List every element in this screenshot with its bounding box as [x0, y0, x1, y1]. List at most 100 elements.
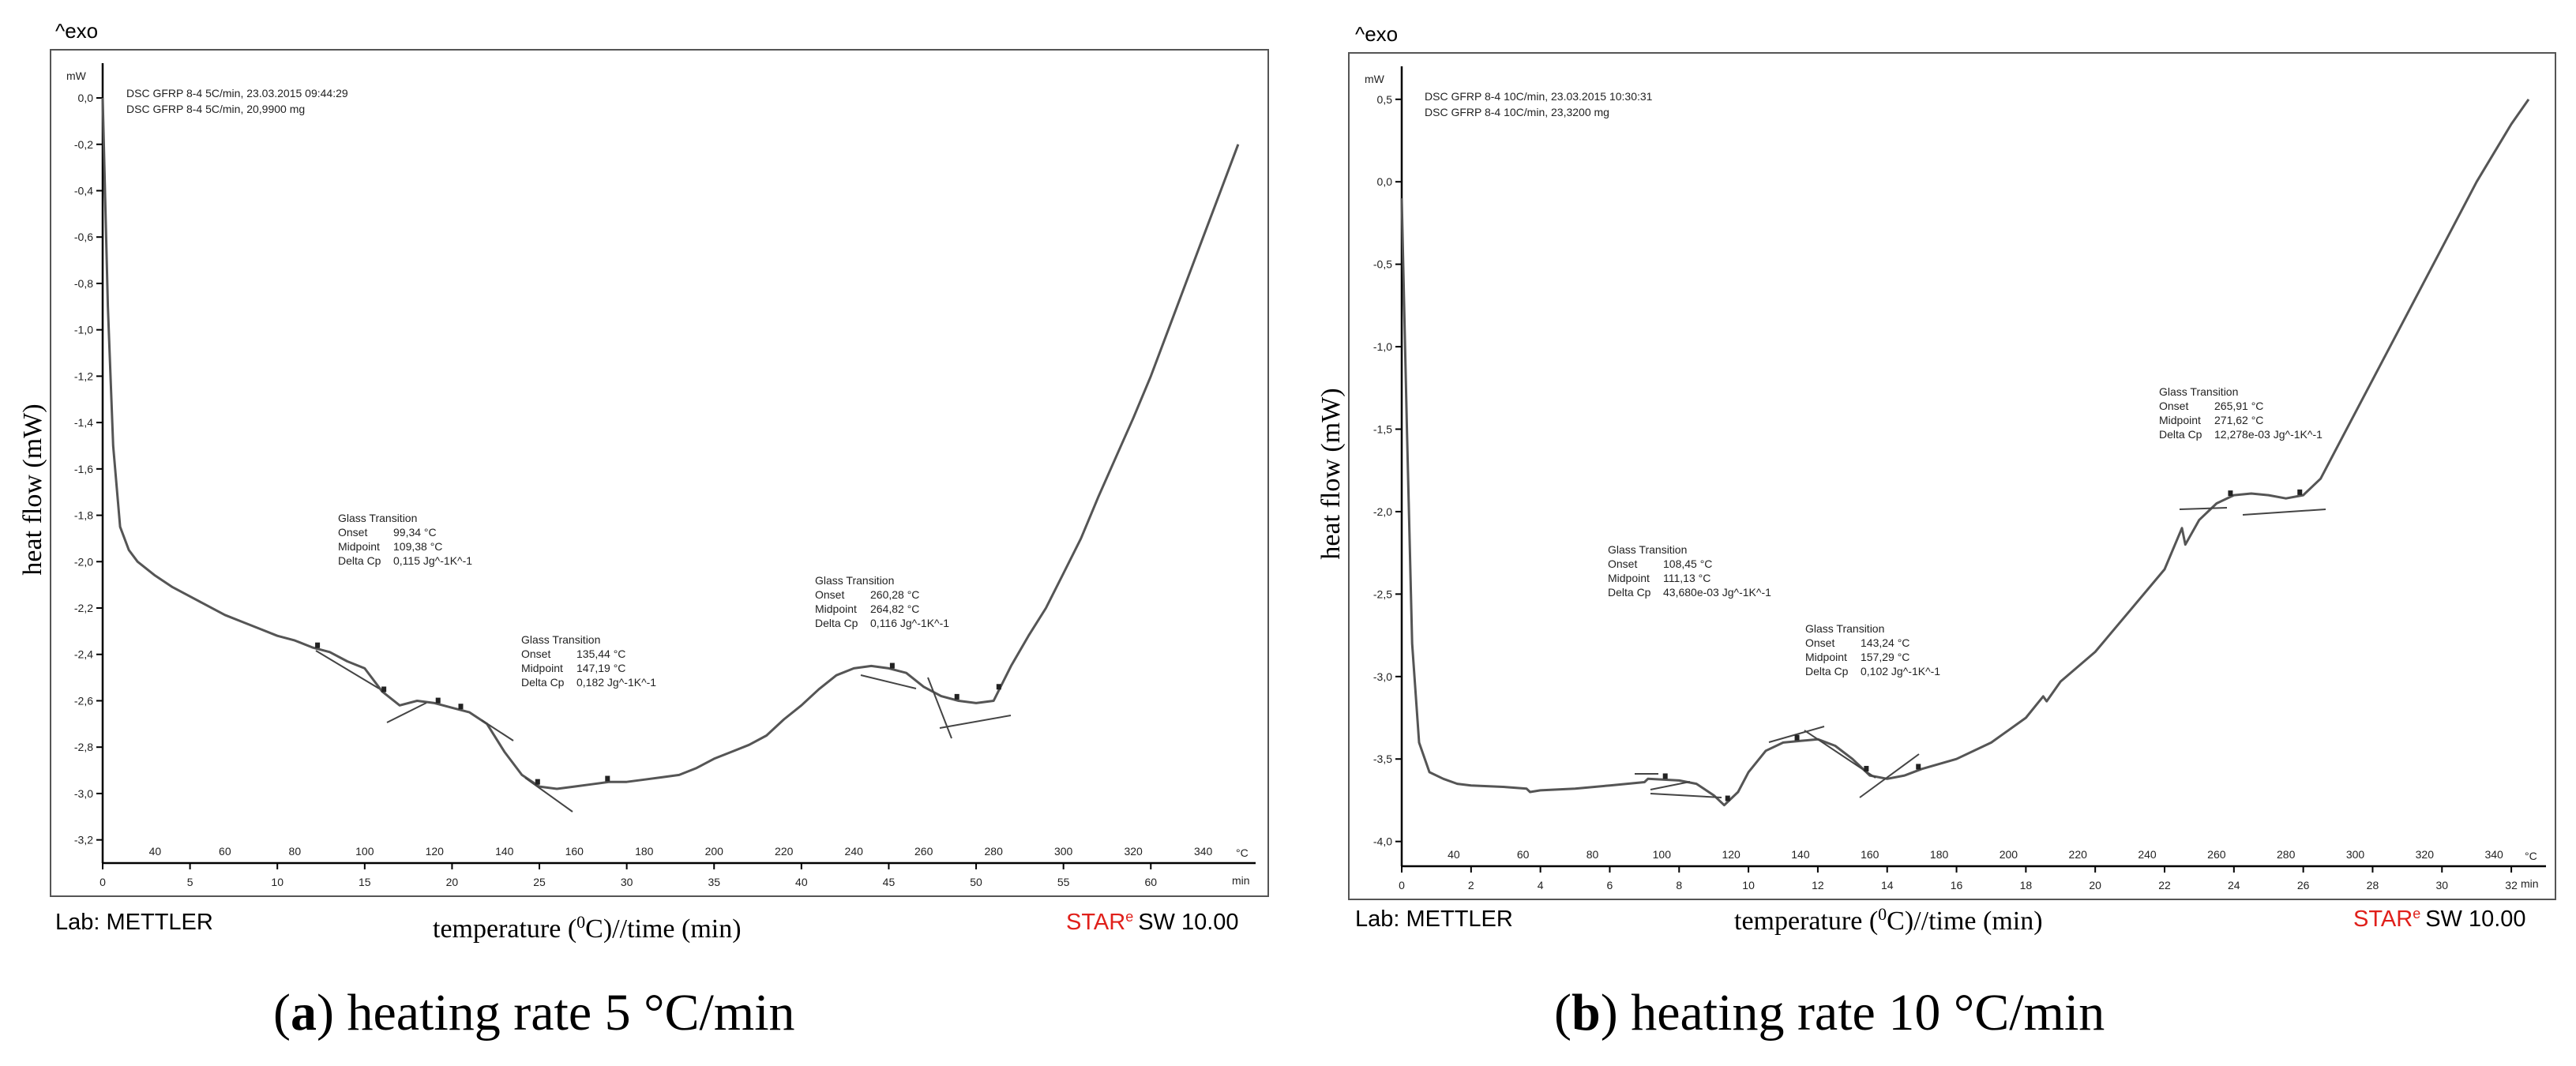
time-tick-label: 12	[1812, 879, 1824, 891]
header-line-2: DSC GFRP 8-4 5C/min, 20,9900 mg	[126, 103, 305, 115]
chart-panel-b: ^exo mW DSC GFRP 8-4 10C/min, 23.03.2015…	[1316, 22, 2556, 1042]
chart-panel-a: ^exo mW DSC GFRP 8-4 5C/min, 23.03.2015 …	[18, 19, 1269, 1042]
tangent-line	[2242, 509, 2326, 516]
temp-tick-label: 120	[426, 845, 445, 858]
onset-value: 260,28 °C	[870, 588, 919, 601]
temp-tick-label: 200	[705, 845, 724, 858]
heat-flow-curve	[1400, 98, 2530, 807]
temp-tick-label: 220	[2069, 848, 2088, 861]
y-tick-label: -1,8	[74, 509, 93, 522]
delta-cp-label: Delta Cp	[338, 554, 381, 567]
tangent-line	[1650, 781, 1691, 790]
time-tick-label: 16	[1951, 879, 1963, 891]
software-brand: STAR	[2353, 906, 2413, 932]
time-tick-label: 2	[1468, 879, 1474, 891]
tangent-line	[860, 674, 917, 689]
time-ticks: 0 2 4 6 8 10 12 14 16 18 20 22 24 26 28 30 32	[1399, 866, 2518, 891]
midpoint-value: 271,62 °C	[2214, 414, 2263, 426]
tangent-line	[386, 702, 427, 723]
time-tick-label: 35	[708, 876, 720, 888]
time-tick-label: 4	[1538, 879, 1544, 891]
event-markers	[315, 642, 1001, 785]
delta-cp-label: Delta Cp	[1805, 665, 1849, 678]
time-unit-label: min	[1232, 874, 1250, 887]
software-version: SW 10.00	[1138, 910, 1238, 935]
event-marker	[1864, 765, 1869, 771]
temp-tick-label: 60	[1517, 848, 1530, 861]
time-ticks: 0 5 10 15 20 25 30 35 40 45 50 55 60	[100, 863, 1157, 888]
caption-paren-open: (	[1554, 984, 1572, 1042]
header-line-1: DSC GFRP 8-4 5C/min, 23.03.2015 09:44:29	[126, 87, 348, 99]
x-label-post: C)//time (min)	[1887, 906, 2042, 936]
time-tick-label: 26	[2297, 879, 2310, 891]
midpoint-value: 109,38 °C	[393, 540, 442, 553]
time-tick-label: 6	[1607, 879, 1613, 891]
temp-tick-label: 80	[289, 845, 302, 858]
y-tick-label: -2,0	[1373, 505, 1392, 518]
y-tick-label: -1,0	[74, 324, 93, 336]
midpoint-value: 157,29 °C	[1861, 651, 1909, 663]
glass-transition-annotation-1: Glass Transition Onset 265,91 °C Midpoin…	[2159, 385, 2323, 441]
time-tick-label: 60	[1144, 876, 1157, 888]
temp-tick-label: 160	[1861, 848, 1879, 861]
onset-label: Onset	[521, 647, 550, 660]
caption-text: heating rate 10 °C/min	[1631, 984, 2105, 1042]
tangent-line	[2179, 507, 2228, 510]
tangent-line	[524, 777, 573, 813]
onset-value: 135,44 °C	[576, 647, 625, 660]
delta-cp-value: 43,680e-03 Jg^-1K^-1	[1663, 586, 1771, 599]
midpoint-label: Midpoint	[1608, 572, 1650, 584]
software-label: STARe SW 10.00	[2353, 906, 2526, 932]
onset-value: 108,45 °C	[1663, 557, 1712, 570]
plot-frame	[1348, 52, 2556, 900]
exo-label: ^exo	[1355, 22, 1398, 46]
y-tick-label: -2,2	[74, 602, 93, 614]
y-tick-label: -2,6	[74, 694, 93, 707]
temp-tick-label: 320	[1124, 845, 1143, 858]
time-tick-label: 10	[1742, 879, 1755, 891]
time-tick-label: 32	[2505, 879, 2518, 891]
caption-b: (b) heating rate 10 °C/min	[1554, 984, 2105, 1042]
delta-cp-value: 0,116 Jg^-1K^-1	[870, 617, 949, 629]
event-marker	[1916, 764, 1921, 770]
temp-tick-label: 280	[2277, 848, 2296, 861]
tangent-line	[1650, 793, 1722, 798]
x-label-sup: 0	[576, 912, 585, 932]
temp-tick-label: 100	[355, 845, 374, 858]
temp-tick-label: 260	[2207, 848, 2226, 861]
y-tick-label: -1,0	[1373, 340, 1392, 353]
y-unit-label: mW	[1365, 73, 1385, 85]
onset-label: Onset	[338, 526, 367, 539]
tangent-line	[315, 650, 380, 689]
event-marker	[954, 693, 959, 700]
event-marker	[381, 686, 387, 693]
y-ticks: 0,5 0,0 -0,5 -1,0 -1,5 -2,0 -2,5 -3,0 -3,5 -4,0	[1373, 93, 1402, 848]
tangent-lines	[1635, 507, 2326, 798]
event-marker	[2228, 490, 2233, 497]
time-tick-label: 28	[2367, 879, 2379, 891]
midpoint-value: 264,82 °C	[870, 602, 919, 615]
time-tick-label: 30	[2435, 879, 2448, 891]
plot-frame	[50, 49, 1269, 897]
x-label-sup: 0	[1878, 904, 1887, 924]
temp-unit-label: °C	[2525, 850, 2537, 862]
y-tick-label: -2,4	[74, 648, 93, 661]
onset-label: Onset	[815, 588, 844, 601]
x-label-post: C)//time (min)	[585, 914, 741, 944]
y-tick-label: 0,0	[78, 92, 94, 104]
temp-tick-label: 60	[219, 845, 231, 858]
software-version: SW 10.00	[2425, 906, 2525, 932]
y-tick-label: -3,2	[74, 834, 93, 846]
annotation-title: Glass Transition	[338, 512, 417, 524]
annotation-title: Glass Transition	[1805, 622, 1884, 635]
delta-cp-value: 0,102 Jg^-1K^-1	[1861, 665, 1940, 678]
y-tick-label: -1,6	[74, 463, 93, 475]
y-tick-label: -3,0	[1373, 670, 1392, 683]
midpoint-value: 147,19 °C	[576, 662, 625, 674]
temperature-ticks: 40 60 80 100 120 140 160 180 200 220 240 260 280 300 3…	[1448, 848, 2503, 861]
delta-cp-label: Delta Cp	[2159, 428, 2202, 441]
annotation-title: Glass Transition	[2159, 385, 2238, 398]
heat-flow-curve	[101, 97, 1240, 790]
header-line-2: DSC GFRP 8-4 10C/min, 23,3200 mg	[1425, 106, 1609, 118]
time-tick-label: 30	[621, 876, 633, 888]
